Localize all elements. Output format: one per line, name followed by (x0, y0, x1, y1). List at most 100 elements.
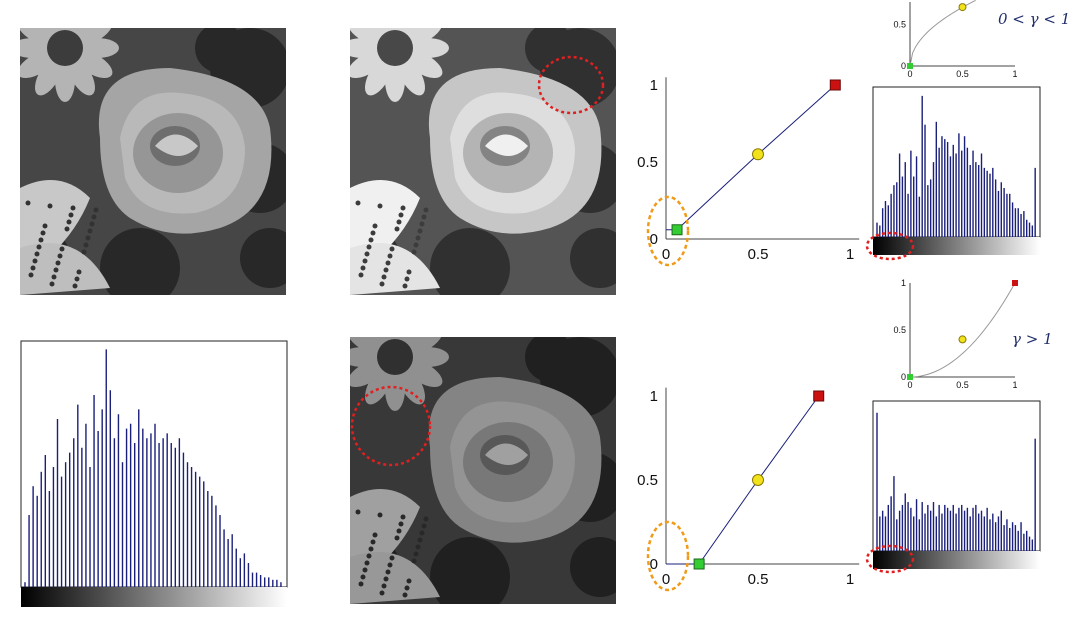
rose-fold (155, 134, 198, 156)
daisy-petal (397, 56, 425, 96)
lily-spot (366, 553, 372, 559)
intensity-mapping-chart: 0 0.5 1 0 0.5 1 (637, 387, 860, 592)
foliage-shape (525, 28, 575, 73)
x-tick-label: 1 (1012, 69, 1017, 79)
lily-spot (32, 258, 38, 264)
lily-spot (387, 562, 393, 568)
lily-spot (355, 509, 361, 515)
lily-spot (93, 207, 99, 213)
lily-spot (49, 281, 55, 287)
lily-spot (379, 281, 385, 287)
daisy-petal (397, 365, 425, 405)
lily-spot (47, 203, 53, 209)
lily-spot (25, 200, 31, 206)
y-tick-label: 1 (650, 388, 658, 405)
lily-spot (372, 223, 378, 229)
daisy-petal (73, 28, 113, 46)
rose-fold (485, 134, 528, 156)
lily-spot (55, 260, 61, 266)
gamma-curve (909, 282, 1016, 378)
y-tick-label: 0 (650, 231, 658, 248)
lily-spot (360, 574, 366, 580)
circle-marker (752, 474, 764, 486)
square-marker (1012, 280, 1018, 286)
lily-spot (85, 235, 91, 241)
x-tick-label: 0.5 (748, 571, 769, 588)
daisy-petal (403, 337, 443, 355)
square-marker (813, 390, 825, 402)
lily-spot (51, 274, 57, 280)
lily-spot (389, 246, 395, 252)
daisy-petal (403, 28, 443, 46)
gamma-gt1-histogram (872, 400, 1042, 575)
foliage-shape (100, 228, 180, 295)
y-tick-label: 1 (901, 278, 906, 288)
original-histogram (20, 340, 288, 610)
daisy-petal (350, 359, 387, 387)
y-tick-label: 0.5 (893, 20, 906, 30)
daisy-petal (365, 56, 393, 96)
foliage-shape (525, 337, 575, 382)
lily-spot (70, 205, 76, 211)
dotted-circle-highlight (350, 385, 432, 467)
foliage-shape (430, 537, 510, 604)
lily-spot (381, 274, 387, 280)
foliage-shape (570, 537, 616, 597)
lily-spot (394, 226, 400, 232)
x-tick-label: 0 (662, 571, 670, 588)
lily-spot (406, 269, 412, 275)
lily-spot (415, 235, 421, 241)
daisy-petal (350, 50, 387, 78)
lily-spot (360, 265, 366, 271)
y-tick-label: 0 (901, 372, 906, 382)
x-tick-label: 1 (846, 246, 854, 263)
foliage-shape (430, 228, 510, 295)
square-marker (671, 224, 683, 236)
lily-spot (34, 251, 40, 257)
lily-spot (42, 223, 48, 229)
x-tick-label: 1 (846, 571, 854, 588)
daisy-petal (365, 365, 393, 405)
lily-spot (383, 576, 389, 582)
lily-petal (350, 552, 440, 604)
lily-spot (377, 203, 383, 209)
gamma-gt1-label: γ > 1 (1012, 330, 1053, 348)
daisy-petal (350, 337, 387, 355)
y-tick-label: 1 (650, 77, 658, 94)
lily-spot (81, 249, 87, 255)
x-tick-label: 0.5 (956, 380, 969, 390)
lily-spot (355, 200, 361, 206)
intensity-mapping-chart: 0 0.5 1 0 0.5 1 (637, 77, 860, 267)
lily-spot (87, 228, 93, 234)
lily-spot (64, 226, 70, 232)
lily-spot (404, 585, 410, 591)
lily-spot (417, 228, 423, 234)
lily-spot (358, 581, 364, 587)
x-tick-label: 0 (662, 246, 670, 263)
lily-spot (421, 214, 427, 220)
daisy-center (377, 30, 413, 66)
lily-spot (76, 269, 82, 275)
gradient-bar (21, 587, 287, 607)
daisy-petal (397, 28, 426, 40)
lily-spot (28, 272, 34, 278)
gamma-lt1-label: 0 < γ < 1 (998, 10, 1071, 28)
lily-spot (396, 528, 402, 534)
lily-spot (370, 539, 376, 545)
lily-spot (38, 237, 44, 243)
lily-spot (398, 212, 404, 218)
gamma-curve (909, 0, 976, 67)
lily-spot (91, 214, 97, 220)
lily-spot (68, 212, 74, 218)
rose-fold (485, 443, 528, 465)
daisy-petal (350, 28, 387, 46)
circle-marker (958, 335, 967, 344)
lily-spot (402, 592, 408, 598)
lily-spot (364, 251, 370, 257)
lily-spot (30, 265, 36, 271)
gamma-curve-small-bottom: 0 0.5 1 0 0.5 1 (890, 276, 1030, 393)
lily-spot (362, 258, 368, 264)
gradient-bar (873, 551, 1040, 569)
daisy-petal (67, 28, 96, 40)
lily-spot (377, 512, 383, 518)
